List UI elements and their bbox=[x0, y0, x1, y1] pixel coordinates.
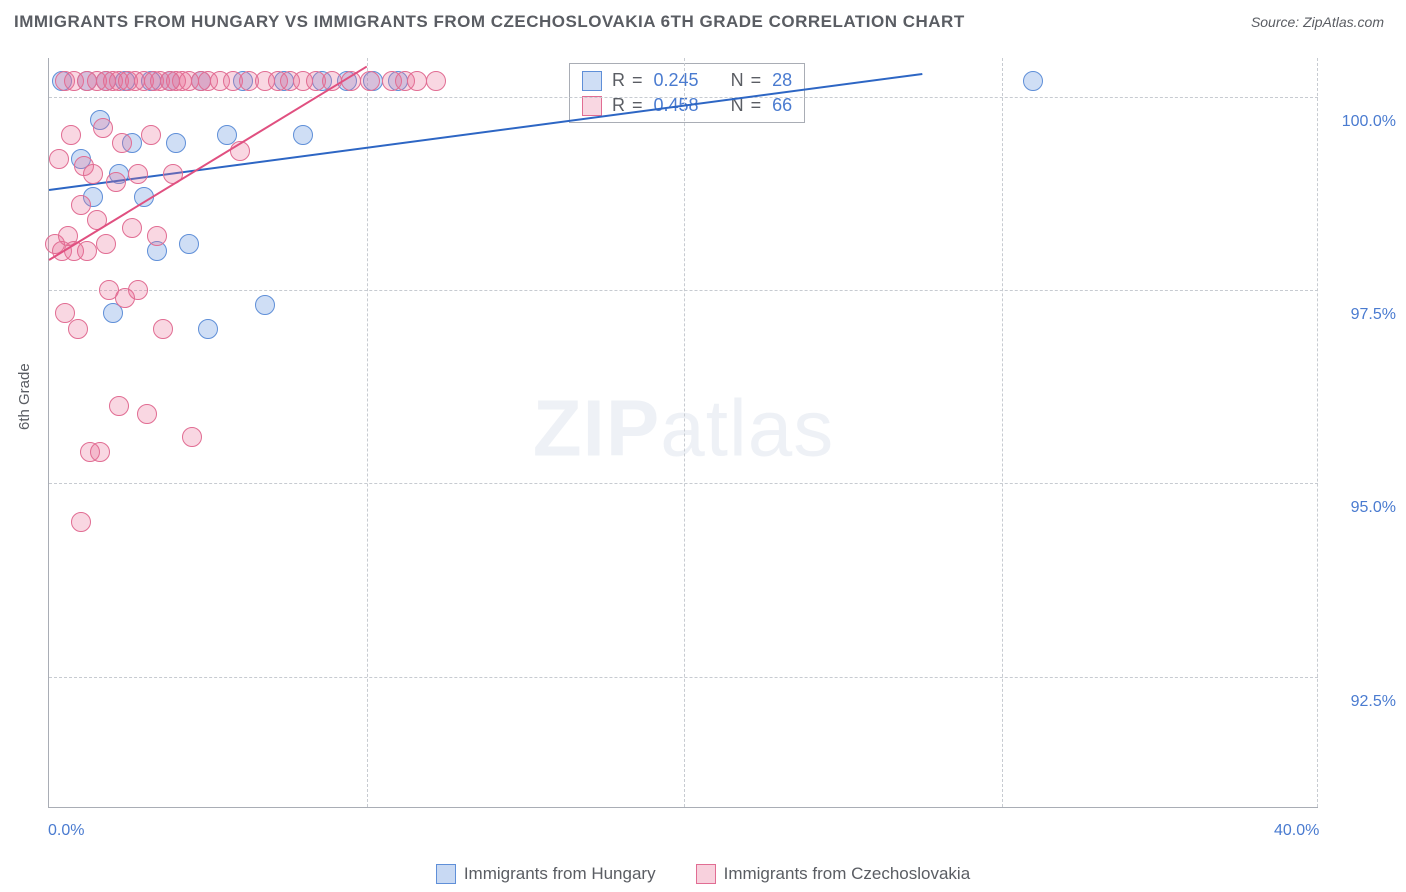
data-point bbox=[137, 404, 157, 424]
r-value: 0.245 bbox=[654, 70, 699, 91]
n-value: 66 bbox=[772, 95, 792, 116]
legend-row: R = 0.245 N = 28 bbox=[582, 68, 792, 93]
legend-item: Immigrants from Hungary bbox=[436, 864, 656, 884]
x-tick-label: 40.0% bbox=[1274, 822, 1319, 840]
data-point bbox=[93, 118, 113, 138]
legend-item: Immigrants from Czechoslovakia bbox=[696, 864, 971, 884]
data-point bbox=[68, 319, 88, 339]
data-point bbox=[360, 71, 380, 91]
y-tick-label: 97.5% bbox=[1351, 306, 1396, 324]
v-gridline bbox=[1002, 58, 1003, 807]
watermark-zip: ZIP bbox=[533, 383, 660, 472]
data-point bbox=[77, 241, 97, 261]
trend-line bbox=[48, 66, 367, 261]
data-point bbox=[198, 319, 218, 339]
data-point bbox=[141, 125, 161, 145]
data-point bbox=[293, 125, 313, 145]
data-point bbox=[109, 396, 129, 416]
data-point bbox=[96, 234, 116, 254]
data-point bbox=[255, 295, 275, 315]
legend-swatch bbox=[436, 864, 456, 884]
data-point bbox=[147, 226, 167, 246]
data-point bbox=[179, 234, 199, 254]
legend-label: Immigrants from Hungary bbox=[464, 864, 656, 884]
data-point bbox=[182, 427, 202, 447]
data-point bbox=[122, 218, 142, 238]
n-label: N = bbox=[731, 70, 763, 91]
data-point bbox=[1023, 71, 1043, 91]
y-tick-label: 100.0% bbox=[1342, 113, 1396, 131]
plot-right-border bbox=[1317, 58, 1318, 807]
legend-swatch bbox=[696, 864, 716, 884]
legend-swatch bbox=[582, 96, 602, 116]
data-point bbox=[71, 512, 91, 532]
data-point bbox=[407, 71, 427, 91]
data-point bbox=[71, 195, 91, 215]
watermark-atlas: atlas bbox=[660, 383, 834, 472]
data-point bbox=[128, 280, 148, 300]
scatter-plot-area: ZIPatlas R =0.245N =28R =0.458N =66 92.5… bbox=[48, 58, 1318, 808]
y-tick-label: 92.5% bbox=[1351, 693, 1396, 711]
legend-label: Immigrants from Czechoslovakia bbox=[724, 864, 971, 884]
y-tick-label: 95.0% bbox=[1351, 499, 1396, 517]
legend-swatch bbox=[582, 71, 602, 91]
v-gridline bbox=[367, 58, 368, 807]
series-legend: Immigrants from Hungary Immigrants from C… bbox=[0, 864, 1406, 884]
data-point bbox=[426, 71, 446, 91]
data-point bbox=[90, 442, 110, 462]
chart-title: IMMIGRANTS FROM HUNGARY VS IMMIGRANTS FR… bbox=[14, 12, 965, 32]
data-point bbox=[49, 149, 69, 169]
data-point bbox=[112, 133, 132, 153]
data-point bbox=[153, 319, 173, 339]
r-label: R = bbox=[612, 70, 644, 91]
data-point bbox=[106, 172, 126, 192]
data-point bbox=[128, 164, 148, 184]
data-point bbox=[83, 164, 103, 184]
y-axis-title: 6th Grade bbox=[16, 363, 33, 430]
data-point bbox=[61, 125, 81, 145]
data-point bbox=[166, 133, 186, 153]
n-value: 28 bbox=[772, 70, 792, 91]
v-gridline bbox=[684, 58, 685, 807]
x-tick-label: 0.0% bbox=[48, 822, 84, 840]
source-attribution: Source: ZipAtlas.com bbox=[1251, 14, 1384, 30]
